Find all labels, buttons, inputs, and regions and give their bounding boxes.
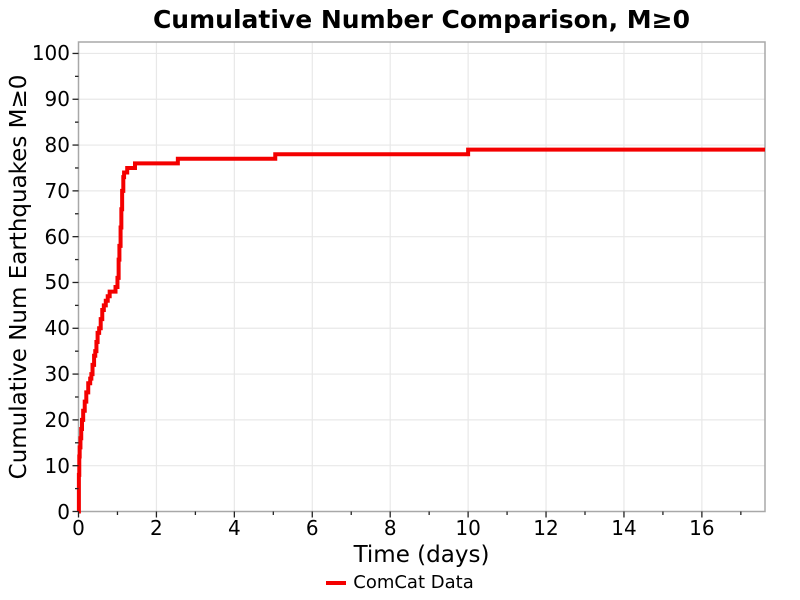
x-tick-label: 10 <box>455 516 481 540</box>
x-tick-label: 4 <box>227 516 241 540</box>
y-tick-label: 90 <box>44 87 70 112</box>
y-tick-label: 80 <box>44 133 70 158</box>
y-tick-label: 50 <box>44 270 70 295</box>
x-tick-label: 14 <box>611 516 637 540</box>
series-line-comcat-data <box>76 147 765 514</box>
panel-border <box>77 41 766 513</box>
y-tick-label: 0 <box>57 499 70 524</box>
x-tick-label: 0 <box>72 516 85 540</box>
x-tick-label: 12 <box>533 516 559 540</box>
y-tick-label: 30 <box>44 362 70 387</box>
chart-title: Cumulative Number Comparison, M≥0 <box>152 5 691 34</box>
legend: ComCat Data <box>0 572 800 593</box>
y-axis-label: Cumulative Num Earthquakes M≥0 <box>6 74 32 480</box>
x-tick-label: 8 <box>383 516 397 540</box>
x-tick-label: 6 <box>305 516 319 540</box>
y-tick-label: 70 <box>44 178 70 203</box>
y-tick-label: 60 <box>44 224 70 249</box>
y-tick-label: 100 <box>31 41 70 66</box>
legend-line-swatch <box>326 580 347 585</box>
y-tick-label: 40 <box>44 316 70 341</box>
y-tick-label: 20 <box>44 407 70 432</box>
x-tick-label: 2 <box>150 516 163 540</box>
x-tick-label: 16 <box>689 516 715 540</box>
y-tick-label: 10 <box>44 453 70 478</box>
legend-item-label: ComCat Data <box>353 572 474 593</box>
x-axis-label: Time (days) <box>353 542 490 568</box>
